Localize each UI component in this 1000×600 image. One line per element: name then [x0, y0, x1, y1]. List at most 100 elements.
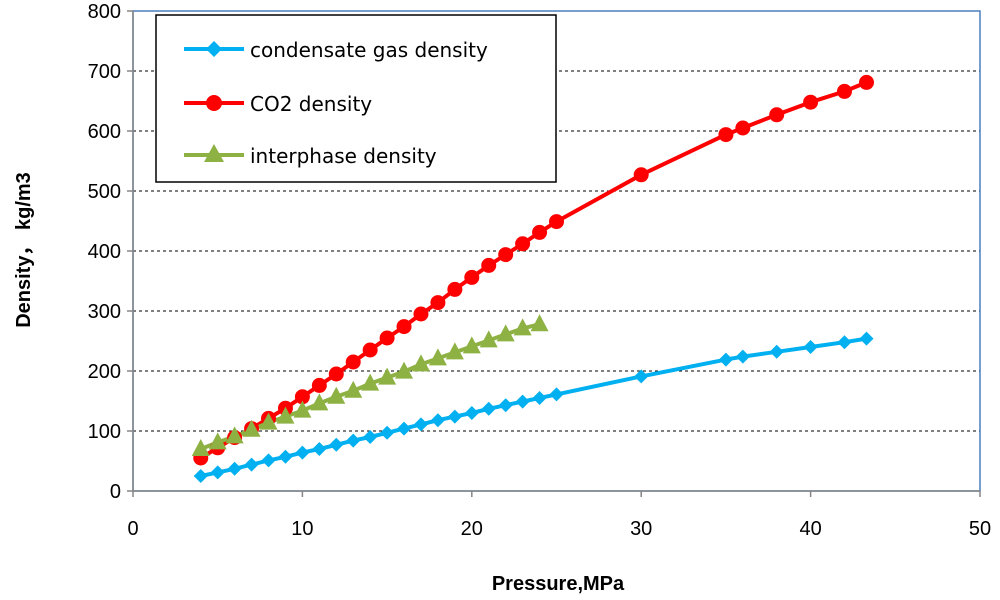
data-point-circle: [379, 330, 395, 346]
data-point-diamond: [464, 406, 479, 420]
data-point-diamond: [735, 349, 750, 364]
data-point-diamond: [430, 413, 445, 428]
data-point-triangle: [327, 386, 346, 404]
data-point-triangle: [191, 439, 210, 456]
data-point-circle: [294, 389, 310, 405]
legend-item-condensate-gas: condensate gas density: [184, 38, 488, 62]
data-point-diamond: [278, 449, 293, 464]
legend-label-co2: CO2 density: [250, 92, 372, 116]
data-point-diamond: [312, 442, 327, 456]
data-point-circle: [498, 247, 514, 263]
y-tick-label: 200: [88, 361, 121, 383]
data-point-circle: [481, 257, 497, 273]
data-point-triangle: [310, 393, 329, 411]
x-tick-label: 20: [461, 518, 483, 540]
data-point-triangle: [293, 400, 312, 418]
data-point-circle: [328, 366, 344, 382]
data-point-triangle: [428, 348, 447, 366]
data-point-diamond: [498, 398, 513, 413]
data-point-triangle: [225, 426, 244, 444]
x-tick-label: 0: [127, 518, 138, 540]
data-point-triangle: [411, 354, 430, 372]
data-point-diamond: [769, 344, 784, 359]
legend-diamond-marker: [206, 41, 222, 57]
data-point-triangle: [462, 336, 481, 354]
data-point-circle: [836, 83, 852, 99]
x-axis-title: Pressure,MPa: [492, 573, 625, 595]
data-point-diamond: [549, 387, 564, 402]
data-point-circle: [447, 281, 463, 297]
data-point-circle: [532, 224, 548, 240]
data-point-diamond: [837, 335, 852, 350]
data-point-diamond: [227, 461, 242, 476]
data-point-circle: [859, 74, 875, 90]
data-point-diamond: [397, 421, 412, 436]
y-tick-label: 300: [88, 301, 121, 323]
y-tick-label: 700: [88, 61, 121, 83]
data-point-triangle: [276, 406, 295, 424]
y-tick-label: 100: [88, 421, 121, 443]
data-point-circle: [515, 236, 531, 252]
x-tick-labels: 0 10 20 30 40 50: [127, 491, 991, 540]
data-point-diamond: [346, 433, 361, 448]
y-tick-label: 500: [88, 181, 121, 203]
data-point-diamond: [447, 409, 462, 424]
data-point-diamond: [634, 369, 649, 384]
data-point-triangle: [344, 380, 363, 398]
x-tick-label: 30: [630, 518, 652, 540]
data-point-triangle: [445, 342, 464, 360]
legend-label-interphase: interphase density: [250, 144, 437, 168]
data-point-triangle: [259, 412, 278, 430]
legend-item-co2: CO2 density: [184, 92, 372, 116]
data-point-triangle: [361, 373, 380, 391]
data-point-circle: [430, 295, 446, 311]
data-point-triangle: [530, 314, 549, 332]
y-tick-label: 400: [88, 241, 121, 263]
data-point-diamond: [295, 445, 310, 460]
data-point-diamond: [515, 394, 530, 409]
data-point-triangle: [496, 324, 515, 342]
data-point-diamond: [718, 352, 733, 367]
y-tick-label: 0: [110, 481, 121, 503]
data-point-circle: [413, 306, 429, 322]
data-point-diamond: [244, 457, 259, 472]
data-point-circle: [735, 120, 751, 136]
legend-triangle-marker: [204, 144, 224, 162]
data-point-circle: [345, 354, 361, 370]
data-point-triangle: [395, 361, 414, 379]
data-point-diamond: [329, 437, 344, 452]
data-point-diamond: [481, 401, 496, 416]
data-point-diamond: [261, 453, 276, 468]
data-point-circle: [803, 94, 819, 110]
data-point-diamond: [193, 469, 208, 483]
data-point-diamond: [859, 331, 874, 346]
y-axis-title: Density， kg/m3: [13, 172, 35, 328]
y-tick-label: 600: [88, 121, 121, 143]
data-point-circle: [718, 127, 734, 143]
data-point-circle: [464, 269, 480, 285]
data-point-diamond: [210, 465, 225, 480]
legend-item-interphase: interphase density: [184, 144, 437, 168]
x-tick-label: 50: [969, 518, 991, 540]
data-point-diamond: [380, 425, 395, 440]
legend-circle-marker: [206, 95, 222, 111]
data-point-circle: [769, 107, 785, 123]
data-point-circle: [396, 319, 412, 335]
data-point-diamond: [413, 417, 428, 432]
data-point-circle: [633, 167, 649, 183]
data-point-triangle: [513, 318, 532, 336]
data-point-diamond: [803, 340, 818, 354]
legend-label-condensate-gas: condensate gas density: [250, 38, 488, 62]
y-tick-labels: 0 100 200 300 400 500 600 700 800: [88, 1, 133, 503]
x-tick-label: 40: [799, 518, 821, 540]
series-markers: [191, 74, 875, 483]
data-point-triangle: [378, 367, 397, 385]
data-point-circle: [311, 377, 327, 393]
y-tick-label: 800: [88, 1, 121, 23]
data-point-circle: [549, 214, 564, 230]
data-point-circle: [362, 342, 378, 358]
x-tick-label: 10: [291, 518, 313, 540]
data-point-triangle: [479, 330, 498, 348]
legend: condensate gas density CO2 density inter…: [155, 14, 557, 183]
